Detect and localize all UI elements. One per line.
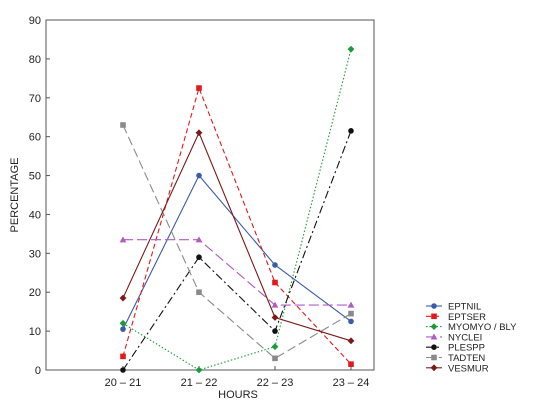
data-point bbox=[120, 122, 126, 128]
series-vesmur bbox=[119, 129, 355, 345]
legend-label: EPTSER bbox=[448, 312, 486, 323]
x-axis: 20 – 21 21 – 22 22 – 23 23 – 24 bbox=[105, 366, 370, 389]
data-point bbox=[196, 172, 202, 179]
data-point bbox=[272, 279, 278, 286]
data-point bbox=[119, 319, 127, 327]
data-point bbox=[196, 85, 202, 91]
legend-label: VESMUR bbox=[448, 363, 489, 374]
data-point bbox=[196, 289, 202, 296]
data-point bbox=[272, 328, 278, 334]
data-point bbox=[348, 361, 354, 367]
legend-label: MYOMYO / BLY bbox=[448, 322, 517, 333]
legend-marker bbox=[431, 344, 437, 351]
series-plespp bbox=[120, 128, 354, 373]
data-point bbox=[271, 343, 279, 351]
x-tick-label: 21 – 22 bbox=[181, 377, 218, 389]
series-line bbox=[122, 124, 352, 360]
legend-marker bbox=[430, 333, 438, 340]
series-line bbox=[123, 239, 351, 306]
legend-marker bbox=[431, 303, 437, 309]
data-point bbox=[120, 367, 126, 373]
legend-marker bbox=[430, 323, 438, 330]
series-line bbox=[122, 49, 352, 371]
y-tick-label: 20 bbox=[29, 287, 41, 299]
data-point bbox=[119, 236, 127, 243]
plot-frame bbox=[45, 19, 375, 371]
legend-item: MYOMYO / BLY bbox=[426, 322, 517, 333]
legend-item: EPTNIL bbox=[426, 302, 481, 313]
legend-item: EPTSER bbox=[426, 312, 486, 323]
legend-label: TADTEN bbox=[448, 353, 485, 364]
data-point bbox=[348, 310, 354, 317]
data-point bbox=[120, 353, 126, 360]
data-point bbox=[196, 254, 202, 261]
y-tick-label: 60 bbox=[29, 132, 41, 144]
data-point bbox=[120, 326, 126, 332]
legend-marker bbox=[430, 364, 438, 372]
y-tick-label: 70 bbox=[29, 93, 41, 105]
data-point bbox=[272, 262, 278, 268]
legend-label: PLESPP bbox=[448, 343, 485, 354]
series-myomyo-bly bbox=[119, 45, 355, 374]
data-point bbox=[195, 236, 203, 243]
data-point bbox=[348, 318, 354, 325]
legend-item: TADTEN bbox=[426, 353, 485, 364]
data-point bbox=[272, 355, 278, 362]
series-eptser bbox=[120, 85, 354, 367]
y-axis: 0 10 20 30 40 50 60 70 80 90 bbox=[29, 15, 50, 377]
y-tick-label: 80 bbox=[29, 54, 41, 66]
series-tadten bbox=[120, 122, 354, 362]
x-tick-label: 23 – 24 bbox=[333, 377, 370, 389]
data-point bbox=[347, 337, 355, 345]
y-tick-label: 40 bbox=[29, 209, 41, 221]
x-tick-label: 20 – 21 bbox=[105, 377, 142, 389]
legend-marker bbox=[431, 313, 437, 320]
data-point bbox=[195, 366, 203, 374]
data-point bbox=[119, 294, 127, 302]
legend-item: VESMUR bbox=[426, 363, 489, 374]
series-eptnil bbox=[120, 172, 354, 332]
data-point bbox=[271, 314, 279, 321]
data-point bbox=[347, 301, 355, 308]
legend-item: NYCLEI bbox=[426, 332, 482, 343]
legend-marker bbox=[431, 354, 437, 361]
x-axis-label: HOURS bbox=[218, 389, 258, 401]
y-tick-label: 30 bbox=[29, 248, 41, 260]
data-point bbox=[195, 129, 203, 137]
data-point bbox=[347, 45, 355, 53]
y-tick-label: 10 bbox=[29, 326, 41, 338]
legend-label: NYCLEI bbox=[448, 332, 482, 343]
y-tick-label: 0 bbox=[35, 365, 41, 377]
y-tick-label: 50 bbox=[29, 171, 41, 183]
y-tick-label: 90 bbox=[29, 15, 41, 27]
series-line bbox=[122, 86, 352, 365]
data-point bbox=[271, 301, 279, 308]
x-tick-label: 22 – 23 bbox=[257, 377, 294, 389]
legend-item: PLESPP bbox=[426, 343, 485, 354]
legend-label: EPTNIL bbox=[448, 302, 481, 313]
series-line bbox=[122, 131, 352, 342]
y-axis-label: PERCENTAGE bbox=[9, 158, 21, 233]
series-layer bbox=[119, 45, 355, 374]
data-point bbox=[348, 128, 354, 134]
series-line bbox=[122, 130, 352, 371]
series-line bbox=[122, 174, 352, 330]
series-nyclei bbox=[119, 236, 355, 308]
